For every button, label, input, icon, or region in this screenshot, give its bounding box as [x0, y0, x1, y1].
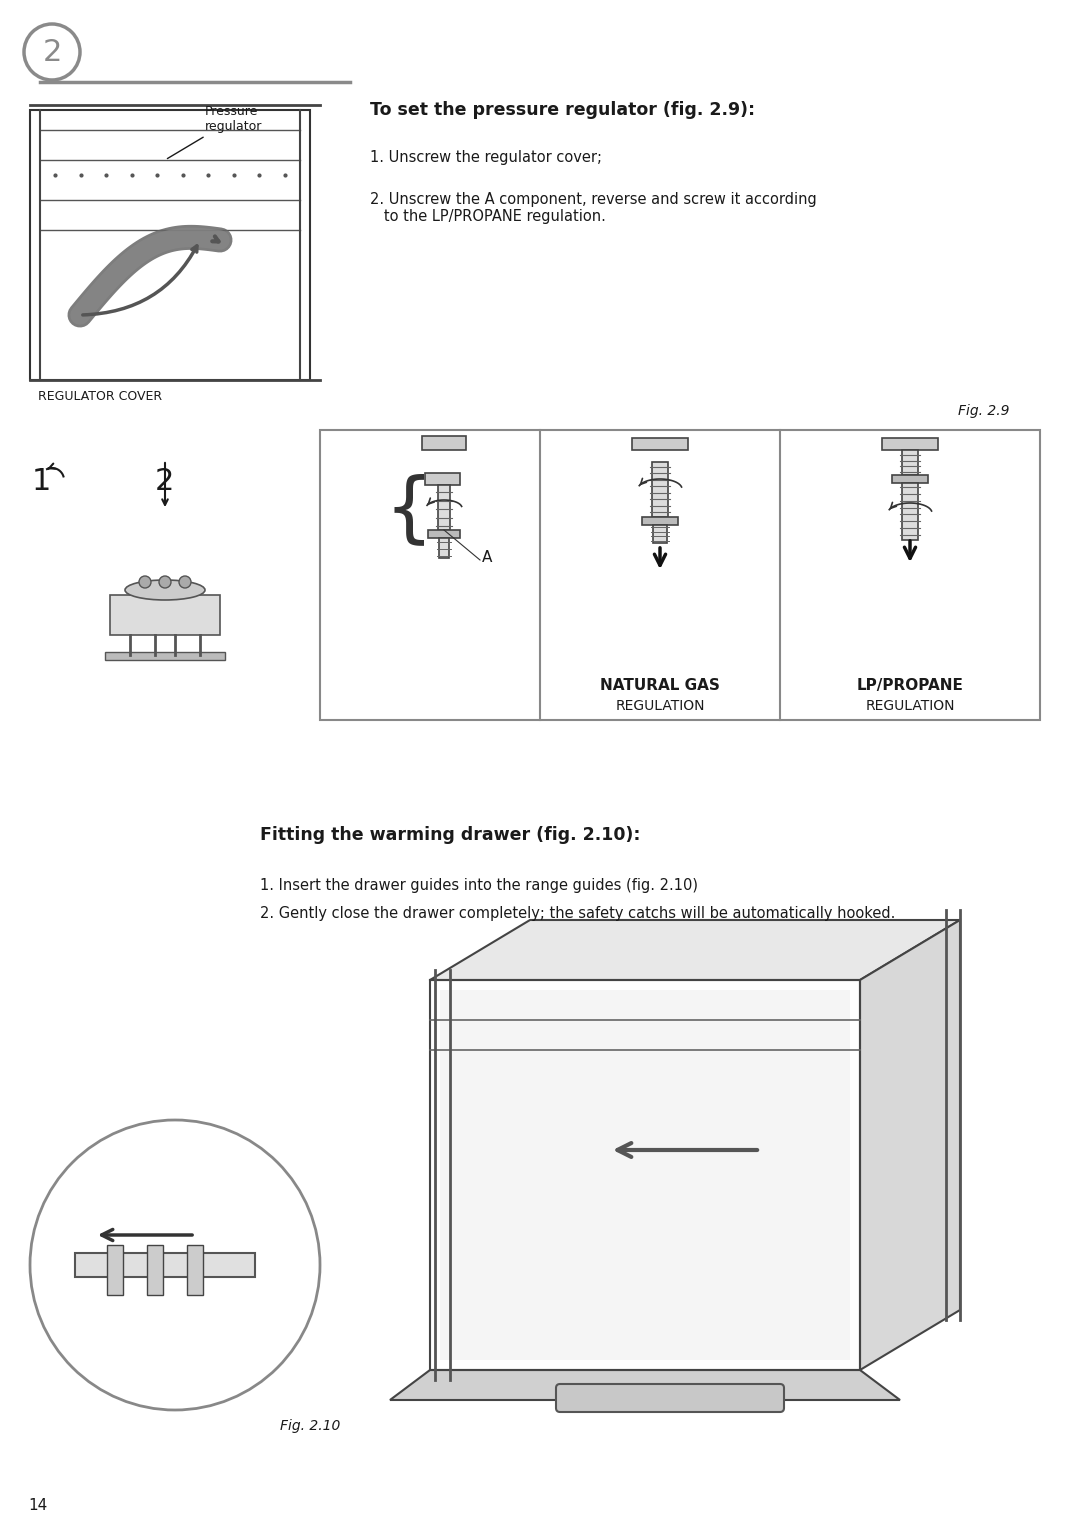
- Polygon shape: [430, 920, 960, 979]
- FancyBboxPatch shape: [105, 652, 225, 660]
- Circle shape: [159, 576, 171, 588]
- FancyBboxPatch shape: [107, 1245, 123, 1296]
- FancyBboxPatch shape: [147, 1245, 163, 1296]
- Text: A: A: [482, 550, 492, 565]
- FancyBboxPatch shape: [428, 530, 460, 538]
- Circle shape: [179, 576, 191, 588]
- FancyBboxPatch shape: [902, 483, 918, 539]
- Text: {: {: [384, 474, 433, 547]
- Text: Fitting the warming drawer (fig. 2.10):: Fitting the warming drawer (fig. 2.10):: [260, 827, 640, 843]
- Text: To set the pressure regulator (fig. 2.9):: To set the pressure regulator (fig. 2.9)…: [370, 101, 755, 119]
- Text: Fig. 2.9: Fig. 2.9: [959, 403, 1010, 419]
- Text: 14: 14: [28, 1497, 48, 1513]
- FancyBboxPatch shape: [652, 461, 669, 516]
- Text: 2: 2: [156, 468, 174, 497]
- Text: REGULATION: REGULATION: [865, 698, 955, 714]
- Ellipse shape: [125, 581, 205, 601]
- FancyBboxPatch shape: [422, 435, 465, 451]
- FancyBboxPatch shape: [902, 451, 918, 475]
- FancyBboxPatch shape: [642, 516, 678, 526]
- FancyBboxPatch shape: [882, 439, 939, 451]
- FancyBboxPatch shape: [438, 484, 450, 530]
- FancyBboxPatch shape: [110, 594, 220, 636]
- Text: 2. Gently close the drawer completely; the safety catchs will be automatically h: 2. Gently close the drawer completely; t…: [260, 906, 895, 921]
- Text: Pressure
regulator: Pressure regulator: [167, 105, 262, 159]
- Text: 2. Unscrew the A component, reverse and screw it according
   to the LP/PROPANE : 2. Unscrew the A component, reverse and …: [370, 193, 816, 225]
- Text: REGULATOR COVER: REGULATOR COVER: [38, 390, 162, 403]
- Text: NATURAL GAS: NATURAL GAS: [600, 678, 720, 694]
- Text: Fig. 2.10: Fig. 2.10: [280, 1420, 340, 1433]
- Text: REGULATION: REGULATION: [616, 698, 705, 714]
- Circle shape: [30, 1120, 320, 1410]
- Circle shape: [139, 576, 151, 588]
- Text: 2: 2: [42, 38, 62, 67]
- FancyBboxPatch shape: [426, 474, 460, 484]
- Polygon shape: [390, 1371, 900, 1400]
- FancyBboxPatch shape: [438, 538, 449, 558]
- FancyBboxPatch shape: [632, 439, 688, 451]
- Polygon shape: [440, 990, 850, 1360]
- Text: LP/PROPANE: LP/PROPANE: [856, 678, 963, 694]
- FancyBboxPatch shape: [653, 526, 667, 542]
- Text: 1. Insert the drawer guides into the range guides (fig. 2.10): 1. Insert the drawer guides into the ran…: [260, 879, 698, 892]
- FancyBboxPatch shape: [187, 1245, 203, 1296]
- FancyBboxPatch shape: [892, 475, 928, 483]
- Text: 1. Unscrew the regulator cover;: 1. Unscrew the regulator cover;: [370, 150, 602, 165]
- FancyBboxPatch shape: [556, 1384, 784, 1412]
- Text: 1: 1: [32, 468, 52, 497]
- Polygon shape: [860, 920, 960, 1371]
- FancyBboxPatch shape: [75, 1253, 255, 1277]
